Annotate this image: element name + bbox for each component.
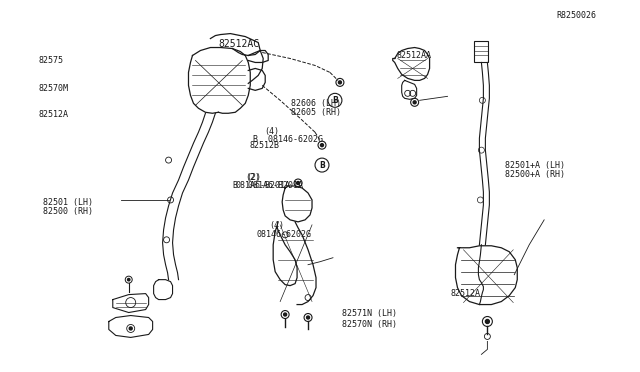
Circle shape bbox=[284, 313, 287, 316]
Text: 82500 (RH): 82500 (RH) bbox=[43, 207, 93, 216]
Text: 08146-6202G: 08146-6202G bbox=[256, 230, 311, 239]
Circle shape bbox=[321, 144, 323, 147]
Circle shape bbox=[315, 158, 329, 172]
Circle shape bbox=[296, 182, 300, 185]
Text: (2): (2) bbox=[244, 173, 260, 182]
Text: 82570N (RH): 82570N (RH) bbox=[342, 321, 397, 330]
Circle shape bbox=[485, 320, 490, 324]
Text: 82501+A (LH): 82501+A (LH) bbox=[505, 161, 565, 170]
Circle shape bbox=[328, 93, 342, 107]
Text: 82512A: 82512A bbox=[451, 289, 481, 298]
Text: 82512A: 82512A bbox=[38, 110, 68, 119]
Text: (2): (2) bbox=[246, 173, 262, 182]
Text: 82571N (LH): 82571N (LH) bbox=[342, 310, 397, 318]
Text: B  08146-6202G: B 08146-6202G bbox=[253, 135, 323, 144]
Text: 82606 (LH): 82606 (LH) bbox=[291, 99, 341, 108]
Circle shape bbox=[413, 101, 416, 104]
Circle shape bbox=[339, 81, 341, 84]
Bar bbox=[474, 41, 488, 62]
Text: 82500+A (RH): 82500+A (RH) bbox=[505, 170, 565, 179]
Text: B  081A6-B201A: B 081A6-B201A bbox=[233, 182, 303, 190]
Text: 82501 (LH): 82501 (LH) bbox=[43, 198, 93, 207]
Text: 82512AC: 82512AC bbox=[218, 39, 259, 49]
Text: 82570M: 82570M bbox=[38, 84, 68, 93]
Text: B: B bbox=[319, 161, 325, 170]
Text: 82512B: 82512B bbox=[250, 141, 280, 150]
Circle shape bbox=[127, 279, 130, 281]
Text: 82605 (RH): 82605 (RH) bbox=[291, 108, 341, 117]
Text: R8250026: R8250026 bbox=[556, 11, 596, 20]
Circle shape bbox=[307, 316, 310, 319]
Circle shape bbox=[129, 327, 132, 330]
Text: (4): (4) bbox=[264, 126, 280, 136]
Text: 82575: 82575 bbox=[38, 56, 63, 65]
Text: 82512AA: 82512AA bbox=[397, 51, 431, 60]
Text: 081A6-B201A: 081A6-B201A bbox=[236, 182, 291, 190]
Text: (4): (4) bbox=[269, 221, 284, 230]
Text: B: B bbox=[332, 96, 338, 105]
